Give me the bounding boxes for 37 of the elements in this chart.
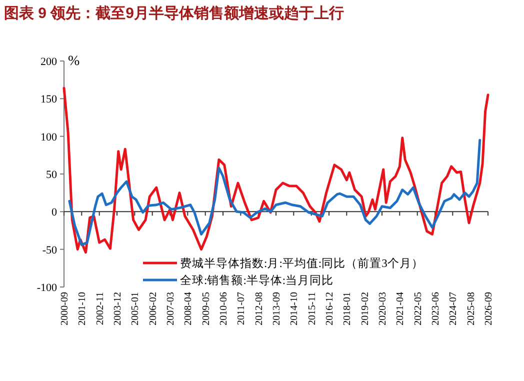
legend-label: 全球:销售额:半导体:当月同比	[180, 273, 334, 287]
y-axis-title: %	[68, 54, 80, 69]
legend-label: 费城半导体指数:月:平均值:同比（前置3个月）	[180, 257, 424, 270]
x-tick-label: 2013-09	[272, 292, 282, 326]
x-tick-label: 2018-01	[342, 292, 354, 326]
x-tick-label: 2025-08	[466, 292, 477, 326]
y-tick-label: 50	[46, 169, 58, 181]
x-tick-label: 2005-01	[130, 292, 142, 326]
y-tick-label: -100	[36, 282, 58, 294]
x-tick-label: 2021-04	[395, 292, 406, 326]
x-tick-label: 2009-05	[200, 292, 212, 326]
y-tick-label: -50	[42, 244, 58, 256]
x-tick-label: 2012-08	[254, 292, 265, 326]
x-tick-label: 2019-02	[360, 292, 371, 326]
x-tick-label: 2001-10	[77, 292, 88, 326]
y-tick-label: 100	[40, 131, 58, 144]
x-tick-label: 2026-09	[484, 292, 494, 326]
x-tick-label: 2011-07	[236, 292, 248, 325]
y-tick-label: 200	[40, 56, 58, 68]
x-tick-label: 2002-11	[94, 292, 106, 325]
x-tick-label: 2000-09	[60, 292, 70, 326]
x-tick-label: 2014-10	[289, 292, 300, 326]
x-tick-label: 2016-12	[324, 292, 336, 326]
line-series	[68, 138, 482, 246]
x-tick-label: 2007-03	[166, 292, 176, 326]
x-tick-label: 2023-06	[430, 292, 442, 326]
x-tick-label: 2024-07	[448, 292, 460, 326]
x-tick-label: 2022-05	[412, 292, 424, 326]
y-tick-label: 150	[40, 94, 58, 106]
x-tick-label: 2003-12	[112, 292, 124, 326]
x-tick-label: 2008-04	[183, 292, 194, 326]
chart-title: 图表 9 领先：截至9月半导体销售额增速或趋于上行	[4, 4, 344, 22]
x-tick-label: 2015-11	[306, 292, 318, 325]
x-tick-label: 2010-06	[218, 292, 230, 326]
x-tick-label: 2020-03	[378, 292, 388, 326]
y-tick-label: 0	[52, 206, 58, 219]
x-tick-label: 2006-02	[148, 292, 159, 326]
